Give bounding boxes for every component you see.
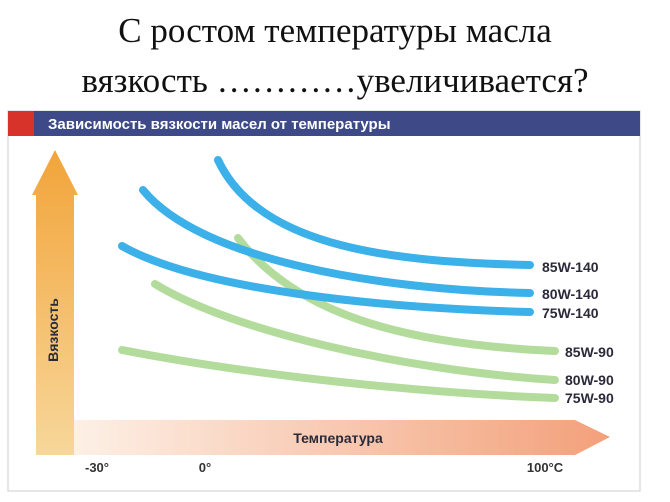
slide-title-line: вязкость …………увеличивается? (81, 61, 588, 100)
curve-label: 80W-140 (542, 286, 599, 302)
curve-label: 80W-90 (565, 372, 614, 388)
x-tick-label: -30° (85, 460, 109, 475)
x-arrow (74, 420, 610, 455)
y-axis-label: Вязкость (45, 298, 61, 362)
curve (151, 280, 559, 384)
curve (234, 234, 559, 355)
curve-label: 75W-90 (565, 390, 614, 406)
slide-title-line: С ростом температуры масла (118, 11, 552, 50)
chart-header-bar (8, 111, 640, 136)
x-axis-label: Температура (293, 430, 383, 446)
curve-label: 85W-90 (565, 344, 614, 360)
header-accent (8, 111, 34, 136)
curve (118, 346, 559, 402)
chart-header: Зависимость вязкости масел от температур… (48, 116, 391, 133)
curve (214, 156, 534, 269)
curve-label: 75W-140 (542, 305, 599, 321)
x-tick-label: 0° (199, 460, 211, 475)
curve (118, 242, 534, 316)
curve-label: 85W-140 (542, 259, 599, 275)
y-arrow (32, 150, 78, 455)
curve (139, 186, 534, 297)
x-tick-label: 100°C (527, 460, 564, 475)
